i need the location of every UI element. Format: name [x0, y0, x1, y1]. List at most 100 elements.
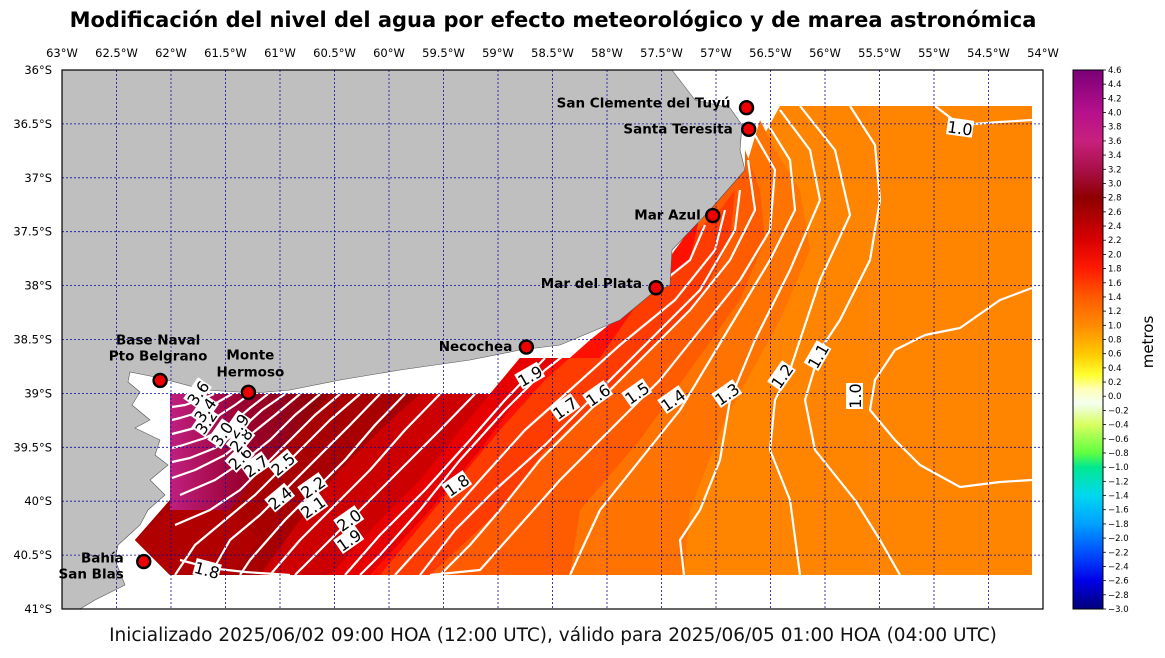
map-caption: Inicializado 2025/06/02 09:00 HOA (12:00… [109, 625, 997, 646]
station[interactable]: Necochea [439, 339, 535, 355]
contour-label-box [621, 378, 653, 408]
station-marker[interactable] [741, 121, 757, 137]
contour-label-box [582, 380, 614, 410]
colorbar-tick-label: 2.2 [1108, 236, 1122, 246]
colorbar-tick-label: 2.6 [1108, 208, 1122, 218]
colorbar-tick-label: 1.6 [1108, 279, 1122, 289]
contour-label-box [297, 472, 329, 502]
latitude-label: 39°S [24, 386, 52, 400]
station-name: Mar Azul [634, 208, 700, 224]
station-marker[interactable] [152, 372, 168, 389]
colorbar-tick-label: 0.2 [1108, 378, 1122, 388]
station[interactable]: Mar del Plata [541, 276, 664, 296]
longitude-label: 63°W [46, 46, 78, 60]
contour-label-box [549, 393, 581, 423]
longitude-label: 54°W [1027, 46, 1059, 60]
longitude-label: 58.5°W [531, 46, 574, 60]
contour-label-box [297, 492, 329, 522]
colorbar-tick-label: 3.6 [1108, 137, 1122, 147]
contour-label: 1.0 [946, 117, 975, 140]
latitude-label: 40.5°S [13, 548, 52, 562]
station-marker[interactable] [648, 280, 664, 296]
station[interactable]: San Clemente del Tuyú [557, 96, 755, 116]
contour-label-box [514, 361, 546, 390]
contour-line-1-4 [569, 119, 797, 576]
station-marker[interactable] [738, 100, 755, 116]
colorbar-tick-label: 0.8 [1108, 336, 1122, 346]
contour-label-text: 1.0 [946, 117, 974, 139]
station[interactable]: Santa Teresita [623, 121, 757, 137]
colorbar-tick-label: 1.4 [1108, 293, 1122, 303]
station-marker[interactable] [240, 384, 257, 401]
colorbar-tick-label: 4.4 [1108, 80, 1122, 90]
colorbar-tick-label: −0.8 [1108, 449, 1129, 459]
colorbar-tick-label: −1.0 [1108, 463, 1129, 473]
station-marker[interactable] [705, 207, 721, 224]
contour-line-2-2 [269, 393, 441, 576]
station-marker[interactable] [518, 339, 535, 355]
contour-label-box [767, 360, 797, 392]
longitude-label: 56.5°W [749, 46, 792, 60]
contour-label-box [225, 424, 256, 456]
contour-line-1-0-b [868, 286, 1033, 489]
colorbar-tick-label: −0.6 [1108, 435, 1129, 445]
colorbar-tick-label: 1.2 [1108, 307, 1122, 317]
contour-line-1-8-sw [179, 558, 291, 577]
colorbar-tick-label: −1.4 [1108, 492, 1129, 502]
colorbar-tick-label: 4.2 [1108, 94, 1122, 104]
colorbar-tick-label: −1.2 [1108, 477, 1129, 487]
colorbar-tick-label: 0.0 [1108, 392, 1122, 402]
latitude-label: 36°S [24, 63, 52, 77]
colorbar-tick-label: 0.6 [1108, 350, 1122, 360]
longitude-label: 61.5°W [204, 46, 247, 60]
colorbar-tick-label: −3.0 [1108, 605, 1129, 615]
contour-line-1-6 [439, 159, 757, 576]
contour-line-1-0-a [934, 105, 1033, 127]
latitude-label: 40°S [24, 494, 52, 508]
colorbar-unit-label: metros [1139, 316, 1157, 369]
contour-line-2-4 [209, 393, 381, 576]
colorbar-tick-label: −1.8 [1108, 520, 1129, 530]
station-name: Mar del Plata [541, 276, 642, 292]
colorbar-tick-label: 2.0 [1108, 250, 1122, 260]
colorbar-tick-label: 3.2 [1108, 165, 1122, 175]
contour-label-box [846, 383, 863, 409]
colorbar-tick-label: 4.6 [1108, 66, 1122, 76]
colorbar-tick-label: −2.2 [1108, 548, 1129, 558]
contour-line-2-5 [174, 393, 361, 576]
latitude-label: 37.5°S [13, 225, 52, 239]
contour-label-box [224, 442, 255, 473]
contour-label-box [711, 379, 743, 409]
colorbar-tick-label: −0.4 [1108, 421, 1129, 431]
contour-line-2-7 [179, 393, 321, 497]
map-title: Modificación del nivel del agua por efec… [69, 8, 1037, 32]
station-name: Monte [226, 347, 274, 363]
contour-label-box [946, 117, 975, 138]
colorbar-tick-label: −2.8 [1108, 591, 1129, 601]
longitude-label: 57°W [700, 46, 732, 60]
colorbar-tick-label: −2.0 [1108, 534, 1129, 544]
station-name-line2: Pto Belgrano [109, 348, 208, 364]
longitude-label: 62°W [155, 46, 187, 60]
contour-label: 1.0 [846, 383, 865, 409]
contour-label-box [333, 525, 365, 555]
longitude-label: 59°W [482, 46, 514, 60]
station-marker[interactable] [136, 553, 152, 570]
contour-label-box [441, 470, 473, 500]
colorbar-tick-label: −2.4 [1108, 562, 1129, 572]
contour-label-box [267, 448, 299, 479]
contour-line-1-8 [394, 209, 727, 576]
contour-line-1-5 [429, 129, 777, 577]
longitude-label: 62.5°W [95, 46, 138, 60]
colorbar-tick-label: −1.6 [1108, 506, 1129, 516]
station[interactable]: Mar Azul [634, 207, 721, 224]
contour-label-box [803, 340, 832, 372]
longitude-label: 60.5°W [313, 46, 356, 60]
station-name: Bahía [81, 551, 124, 567]
latitude-label: 38.5°S [13, 333, 52, 347]
contour-label-box [264, 482, 296, 513]
